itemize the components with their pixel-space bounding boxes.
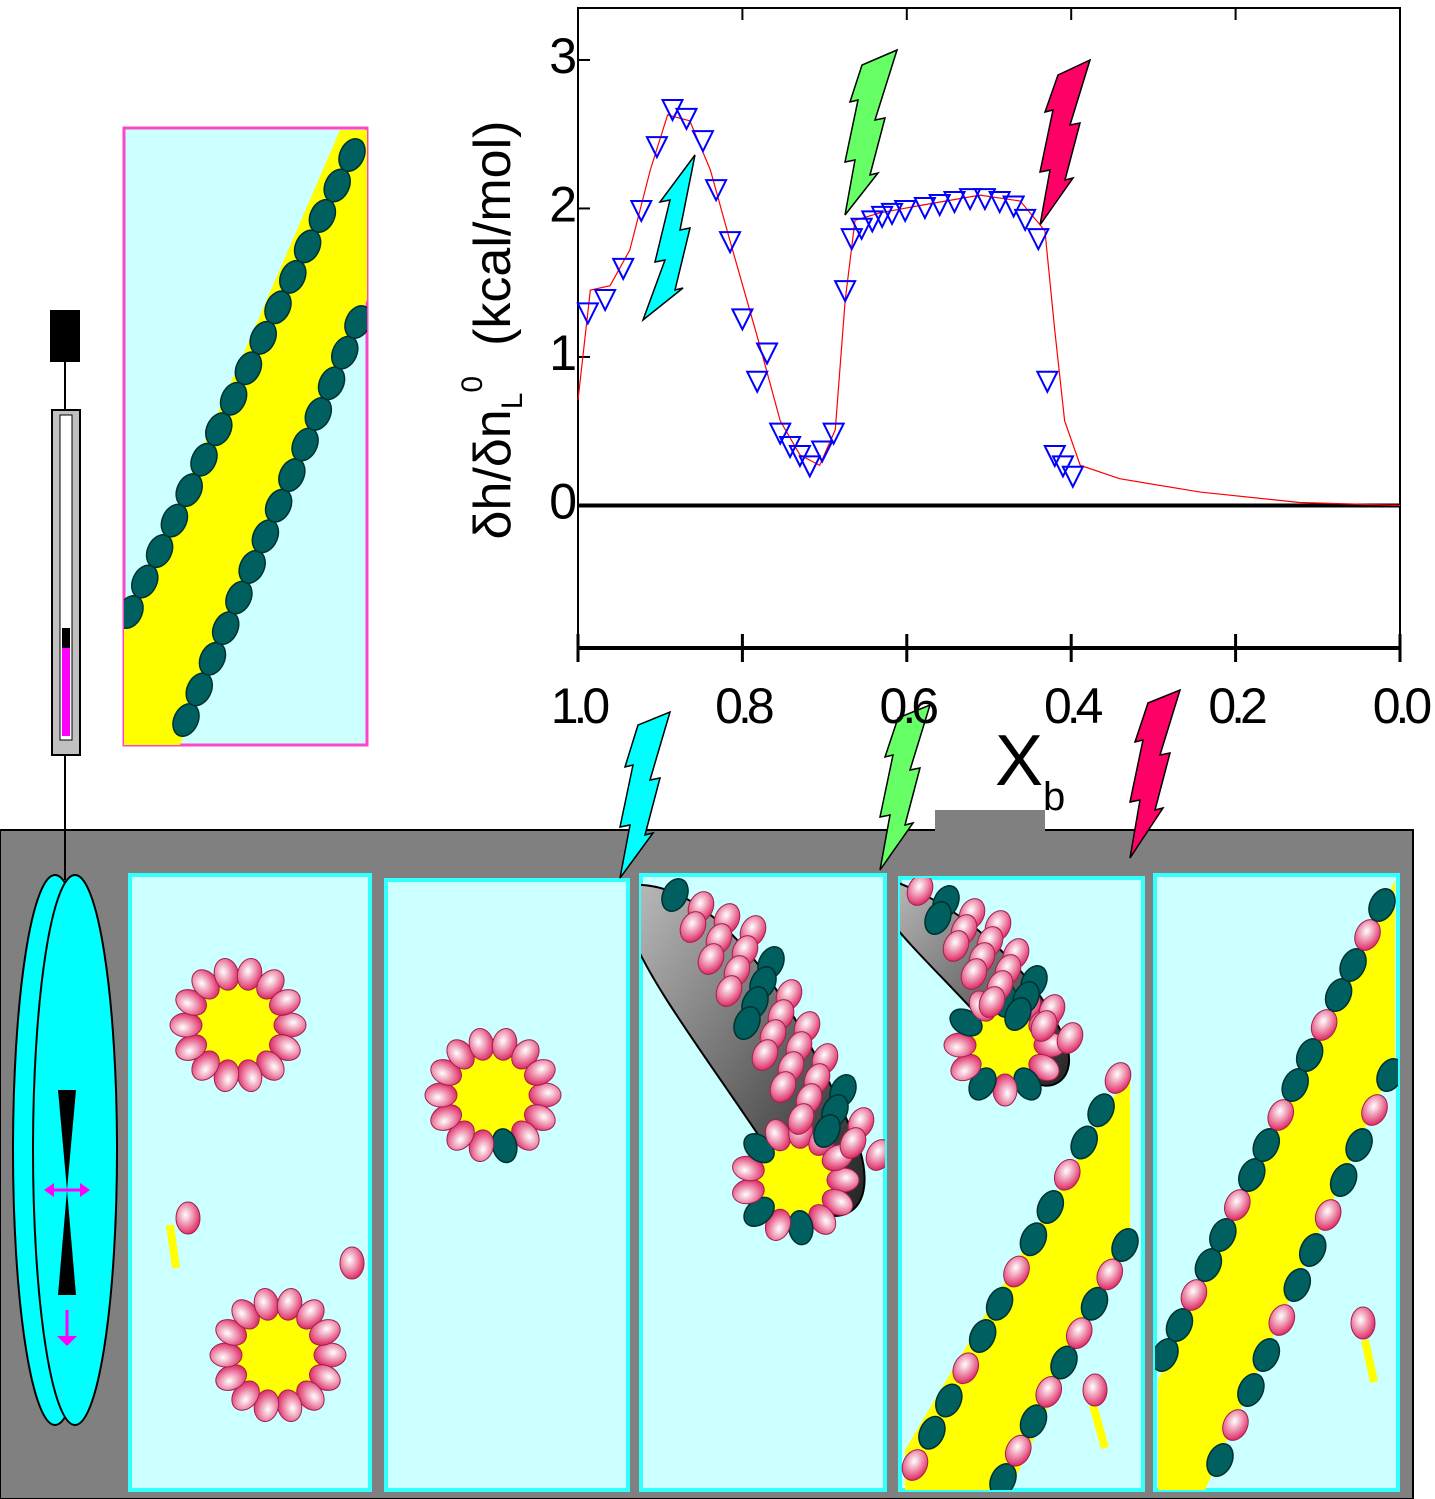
data-point [595,290,615,310]
data-point [747,372,767,392]
y-label-unit: (kcal/mol) [464,121,522,346]
x-tick-label: 0.8 [715,678,773,734]
lipid-head [1083,1374,1107,1406]
x-label-main: X [995,721,1043,801]
lipid-head [176,1202,200,1234]
lipid-head [1351,1307,1375,1339]
panel [386,880,628,1490]
data-point [677,109,697,129]
lipid-head [210,1343,242,1367]
lightning-bolts [620,50,1180,878]
x-tick-label: 1.0 [551,678,609,734]
x-tick-label: 0.2 [1208,678,1266,734]
fit-line [578,115,1400,506]
y-label-main: δh/δn [464,409,522,539]
lipid-head [827,1168,859,1192]
lipid-head [314,1343,346,1367]
syringe [50,310,80,880]
y-label-sub: L [496,393,529,410]
data-point [732,309,752,329]
figure: δh/δnL0(kcal/mol) Xb 01231.00.80.60.40.2… [0,0,1435,1499]
data-point [1015,210,1035,230]
label-cover [935,810,1045,832]
lipid-head [340,1247,364,1279]
x-axis-label: Xb [995,721,1065,819]
y-label-sup: 0 [456,376,489,393]
lipid-head [170,1013,202,1037]
lipid-head [425,1083,457,1107]
lipid-head [529,1083,561,1107]
x-tick-label: 0.6 [880,678,938,734]
y-tick-label: 3 [549,28,575,84]
y-tick-label: 0 [549,474,575,530]
y-axis-label: δh/δnL0 (kcal/mol) [456,121,529,540]
lipid-head [274,1013,306,1037]
data-point [1037,372,1057,392]
x-label-sub: b [1043,775,1065,819]
y-tick-label: 1 [549,325,575,381]
cell [13,875,117,1425]
x-tick-label: 0.0 [1373,678,1431,734]
y-tick-label: 2 [549,177,575,233]
x-tick-label: 0.4 [1044,678,1103,734]
plot-frame [578,8,1400,648]
